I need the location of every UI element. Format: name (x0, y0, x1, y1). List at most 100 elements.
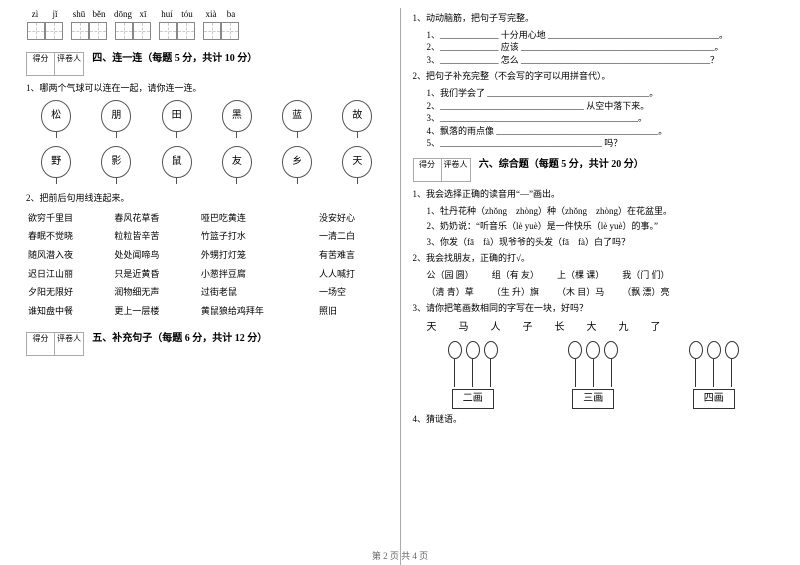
stroke-char: 天 (427, 321, 437, 335)
pinyin-group: shūběn (70, 8, 108, 40)
char-cell (133, 22, 151, 40)
table-cell: 黄鼠狼给鸡拜年 (199, 302, 317, 321)
balloon-groups: 二画 三画 四画 (413, 341, 775, 409)
stroke-char: 人 (491, 321, 501, 335)
table-cell: 更上一层楼 (112, 302, 198, 321)
balloon: 故 (340, 100, 374, 140)
option-item: （木 目）马 (557, 286, 604, 299)
table-cell: 夕阳无限好 (26, 283, 112, 302)
option-item: 我（门 们） (622, 269, 669, 282)
column-divider (400, 8, 401, 565)
balloon-row-top: 松朋田黑蓝故 (26, 100, 388, 140)
score-box: 得分 评卷人 (26, 332, 84, 356)
stroke-count-box: 四画 (693, 389, 735, 409)
fill-line: 1、我们学会了 ________________________________… (413, 87, 775, 100)
question-text: 2、把句子补充完整（不会写的字可以用拼音代）。 (413, 70, 775, 83)
stroke-char: 长 (555, 321, 565, 335)
score-box: 得分 评卷人 (26, 52, 84, 76)
pinyin-label: shū (70, 8, 88, 21)
balloon-char: 影 (101, 146, 131, 178)
char-cell (203, 22, 221, 40)
table-cell: 人人喊打 (317, 265, 388, 284)
char-cell (159, 22, 177, 40)
balloon-icon (705, 341, 723, 387)
section-5-title: 五、补充句子（每题 6 分，共计 12 分） (92, 332, 267, 346)
section-4-title: 四、连一连（每题 5 分，共计 10 分） (92, 52, 257, 66)
match-table: 欲穷千里目春风花草香哑巴吃黄连没安好心春眠不觉晓粒粒皆辛苦竹篮子打水一清二白随风… (26, 209, 388, 321)
stroke-char: 了 (651, 321, 661, 335)
balloon-icon (723, 341, 741, 387)
balloon: 黑 (220, 100, 254, 140)
fill-line: 3、______________________________________… (413, 112, 775, 125)
table-cell: 迟日江山丽 (26, 265, 112, 284)
balloon: 天 (340, 146, 374, 186)
question-text: 3、请你把笔画数相同的字写在一块，好吗？ (413, 302, 775, 315)
option-item: （清 青）草 (427, 286, 474, 299)
pinyin-label: běn (90, 8, 108, 21)
left-column: zìjǐshūběndōngxīhuítóuxiàba 得分 评卷人 四、连一连… (18, 8, 396, 565)
option-item: （生 升）旗 (492, 286, 539, 299)
balloon-icon (566, 341, 584, 387)
balloon: 野 (39, 146, 73, 186)
balloon-icon (464, 341, 482, 387)
option-item: 公（园 圆） (427, 269, 474, 282)
balloon-icon (602, 341, 620, 387)
pinyin-label: tóu (178, 8, 196, 21)
stroke-count-box: 三画 (572, 389, 614, 409)
table-row: 欲穷千里目春风花草香哑巴吃黄连没安好心 (26, 209, 388, 228)
score-label: 得分 (27, 53, 55, 75)
char-cell (177, 22, 195, 40)
grader-label: 评卷人 (55, 53, 83, 75)
question-text: 4、猜谜语。 (413, 413, 775, 426)
option-item: 组（有 友） (492, 269, 539, 282)
stroke-char: 大 (587, 321, 597, 335)
balloon: 田 (160, 100, 194, 140)
balloon: 朋 (99, 100, 133, 140)
pinyin-label: zì (26, 8, 44, 21)
pinyin-label: ba (222, 8, 240, 21)
table-cell: 有苦难言 (317, 246, 388, 265)
stroke-count-box: 二画 (452, 389, 494, 409)
table-row: 春眠不觉晓粒粒皆辛苦竹篮子打水一清二白 (26, 227, 388, 246)
balloon-char: 乡 (282, 146, 312, 178)
score-label: 得分 (414, 159, 442, 181)
balloon-char: 鼠 (162, 146, 192, 178)
balloon: 蓝 (280, 100, 314, 140)
fill-line: 5、____________________________________ 吗… (413, 137, 775, 150)
char-cell (221, 22, 239, 40)
fill-line: 2、_____________ 应该 _____________________… (413, 41, 775, 54)
char-cell (71, 22, 89, 40)
balloon: 友 (220, 146, 254, 186)
question-text: 1、动动脑筋，把句子写完整。 (413, 12, 775, 25)
option-item: （飘 漂）亮 (622, 286, 669, 299)
pinyin-group: huítóu (158, 8, 196, 40)
table-row: 随风潜入夜处处闻啼鸟外甥打灯笼有苦难言 (26, 246, 388, 265)
pinyin-label: xī (134, 8, 152, 21)
option-row: 公（园 圆）组（有 友）上（棵 课）我（门 们） (427, 269, 775, 282)
grader-label: 评卷人 (55, 333, 83, 355)
score-box: 得分 评卷人 (413, 158, 471, 182)
pinyin-group: dōngxī (114, 8, 152, 40)
fill-line: 2、________________________________ 从空中落下… (413, 100, 775, 113)
char-cell (115, 22, 133, 40)
question-text: 2、把前后句用线连起来。 (26, 192, 388, 205)
choice-line: 1、牡丹花种（zhǒng zhòng）种（zhǒng zhòng）在花盆里。 (413, 205, 775, 218)
stroke-char: 九 (619, 321, 629, 335)
section-6-title: 六、综合题（每题 5 分，共计 20 分） (479, 158, 644, 172)
pinyin-grid-row: zìjǐshūběndōngxīhuítóuxiàba (26, 8, 388, 40)
grader-label: 评卷人 (442, 159, 470, 181)
score-label: 得分 (27, 333, 55, 355)
table-cell: 过街老鼠 (199, 283, 317, 302)
question-text: 1、我会选择正确的读音用“—”画出。 (413, 188, 775, 201)
balloon-char: 田 (162, 100, 192, 132)
balloon-char: 松 (41, 100, 71, 132)
pinyin-label: dōng (114, 8, 132, 21)
balloon-char: 黑 (222, 100, 252, 132)
question-text: 1、哪两个气球可以连在一起，请你连一连。 (26, 82, 388, 95)
fill-line: 3、_____________ 怎么 _____________________… (413, 54, 775, 67)
table-cell: 没安好心 (317, 209, 388, 228)
balloon: 影 (99, 146, 133, 186)
char-cell (27, 22, 45, 40)
table-cell: 只是近黄昏 (112, 265, 198, 284)
pinyin-label: xià (202, 8, 220, 21)
